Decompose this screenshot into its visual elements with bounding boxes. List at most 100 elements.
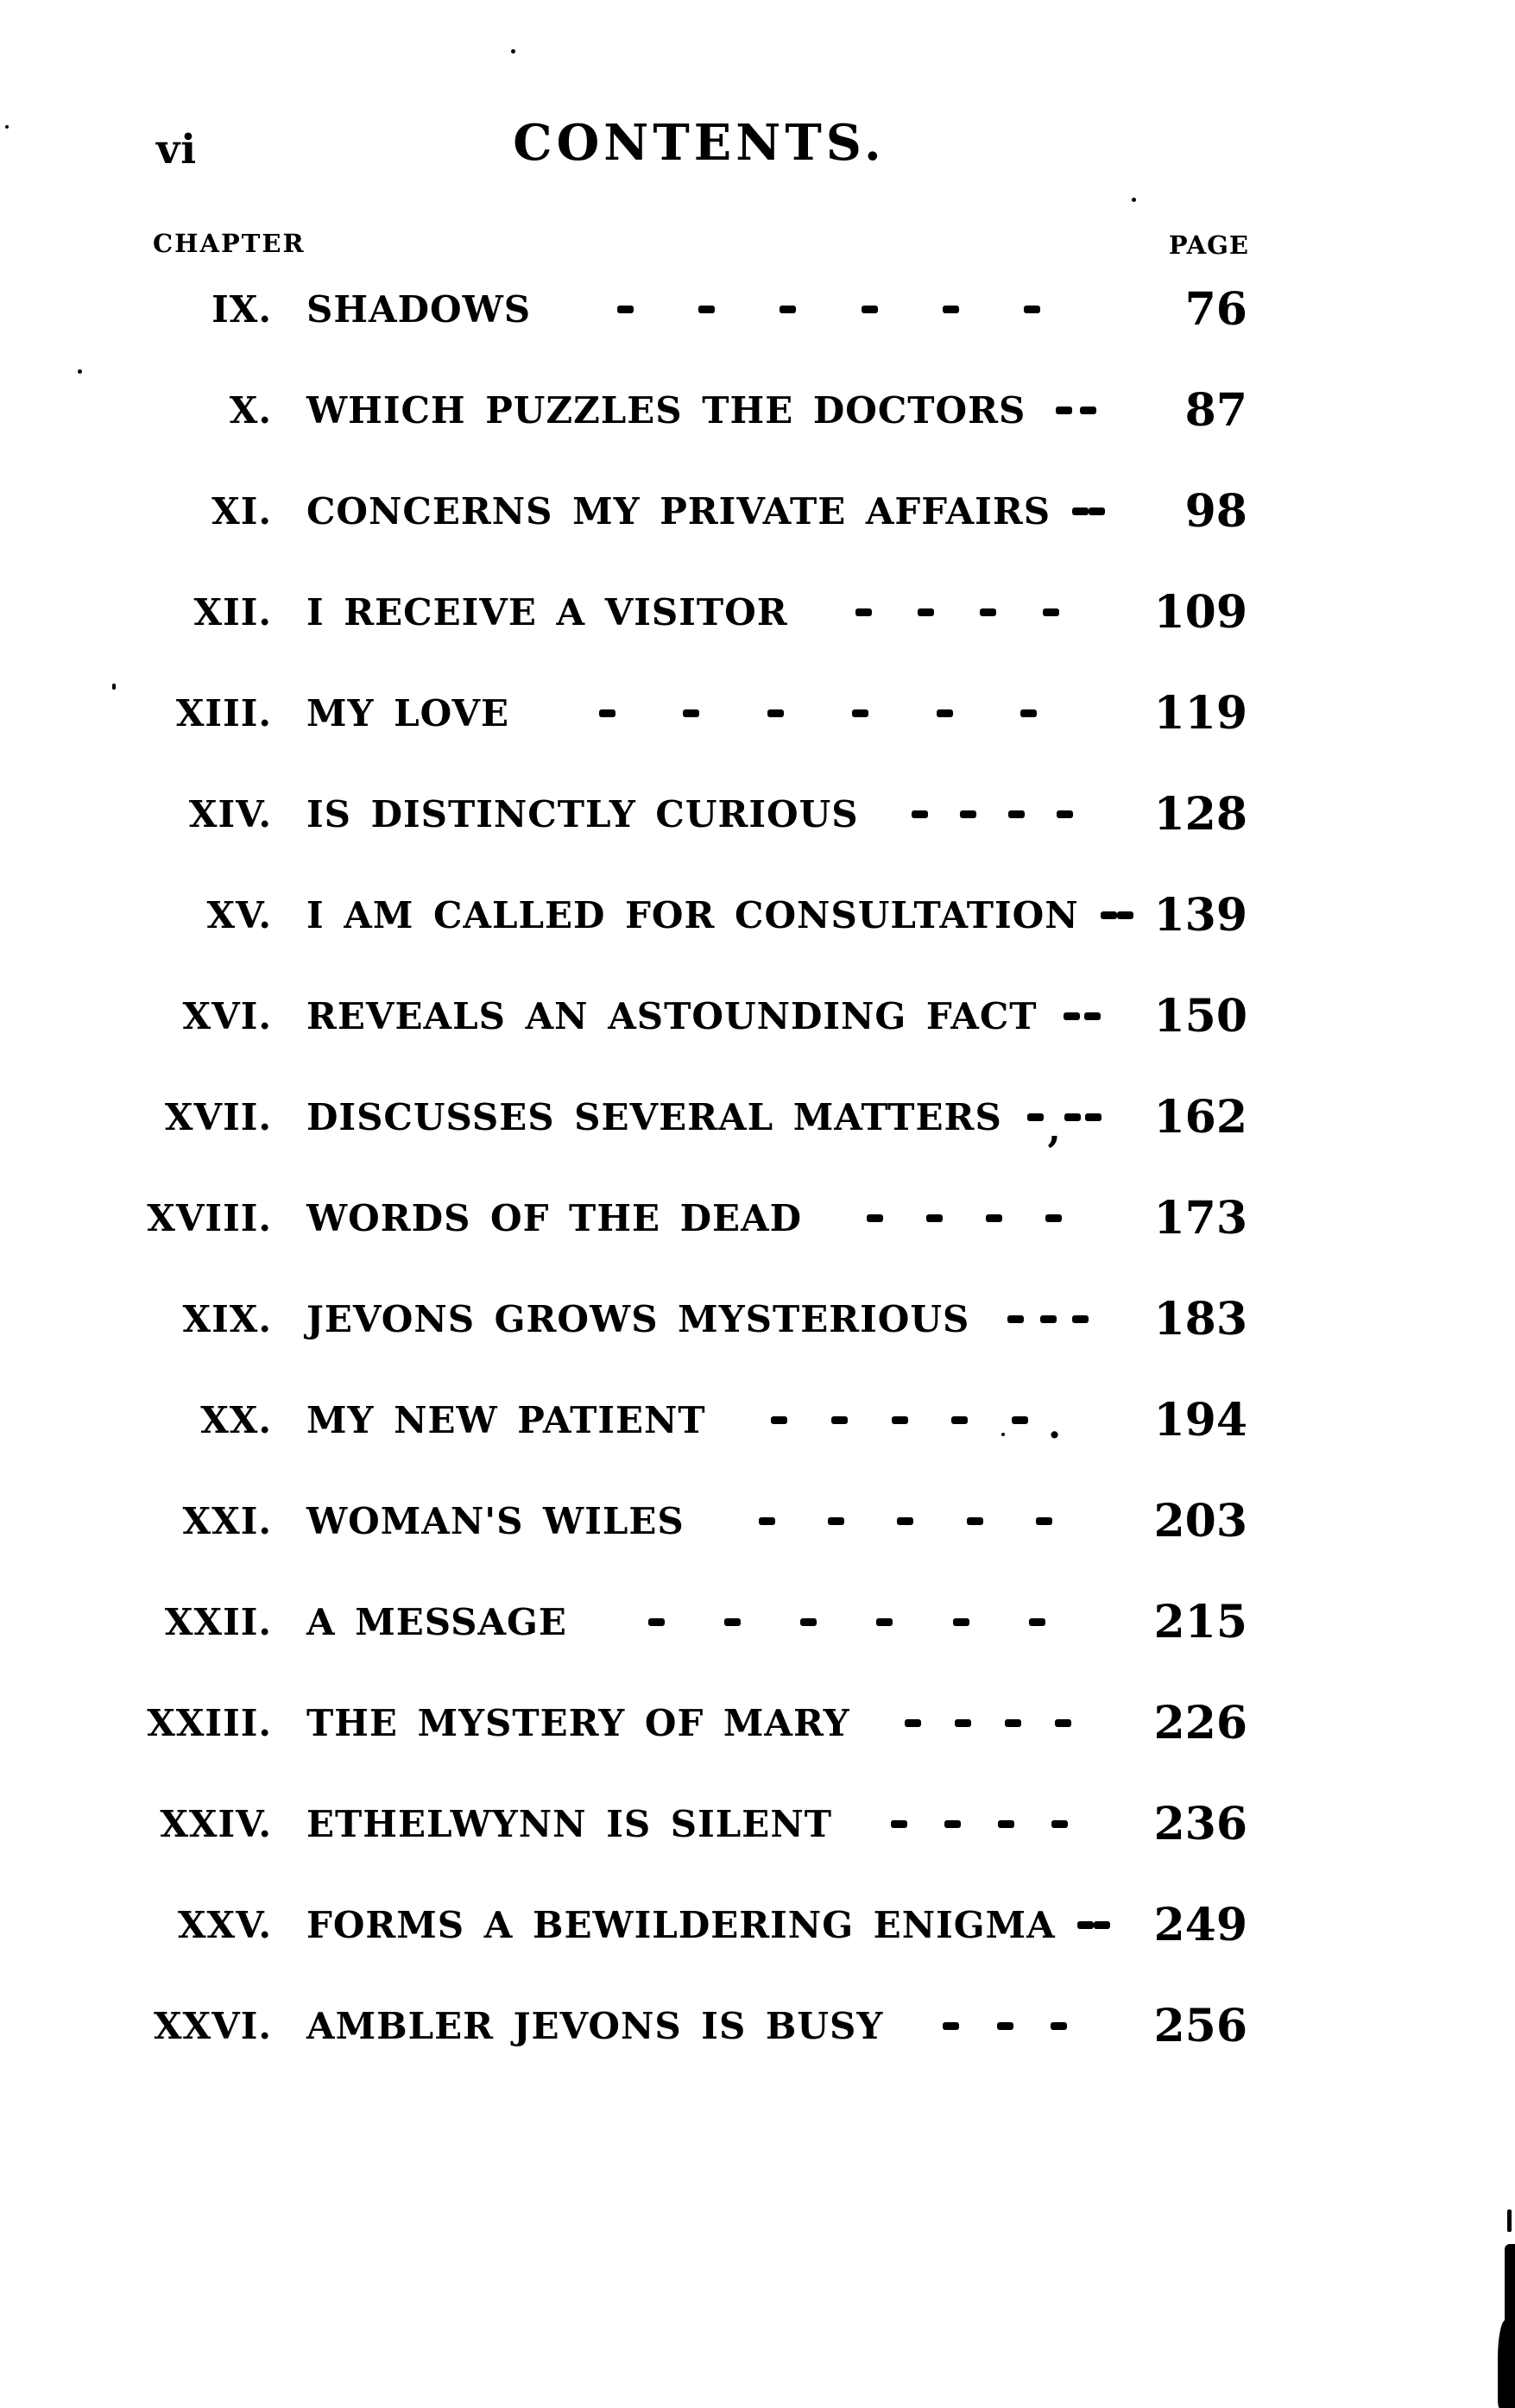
dot-leader — [872, 1719, 1105, 1727]
leader-dash — [1055, 407, 1072, 414]
page-number: 183 — [1153, 1293, 1247, 1346]
page-number: 128 — [1153, 788, 1247, 841]
leader-dash — [861, 306, 878, 313]
leader-dash — [1089, 507, 1106, 515]
leader-dash — [758, 1517, 775, 1525]
leader-dash — [996, 2022, 1013, 2030]
page-number: 150 — [1153, 990, 1247, 1043]
toc-entry: XVII. DISCUSSES SEVERAL MATTERS , 162 — [121, 1067, 1247, 1168]
leader-dash — [683, 709, 700, 717]
leader-dash — [598, 709, 615, 717]
chapter-title: IS DISTINCTLY CURIOUS — [306, 793, 859, 835]
chapter-numeral: XV. — [206, 894, 272, 936]
page-number: 256 — [1153, 2000, 1247, 2052]
dot-leader — [810, 608, 1105, 616]
page-number: 194 — [1153, 1394, 1247, 1447]
leader-dash — [1084, 1113, 1102, 1121]
chapter-title: WHICH PUZZLES THE DOCTORS — [306, 389, 1026, 432]
leader-dash — [1051, 1820, 1068, 1828]
chapter-title: ETHELWYNN IS SILENT — [306, 1803, 832, 1845]
chapter-title: MY LOVE — [306, 692, 510, 734]
leader-dash — [1064, 1113, 1082, 1121]
toc-entry: XXV. FORMS A BEWILDERING ENIGMA 249 — [121, 1875, 1247, 1976]
chapter-numeral: XXVI. — [153, 2005, 272, 2047]
leader-dash — [912, 810, 929, 818]
chapter-numeral: XXV. — [177, 1904, 272, 1946]
toc-entry: XIX. JEVONS GROWS MYSTERIOUS 183 — [121, 1269, 1247, 1370]
dot-leader — [589, 1618, 1105, 1626]
toc-list: IX. SHADOWS 76 X. WHICH PUZZLES THE DOCT… — [121, 259, 1247, 2077]
leader-dash — [1072, 1315, 1089, 1323]
leader-dash — [1093, 1921, 1110, 1929]
leader-dash — [936, 709, 953, 717]
leader-dash — [780, 306, 797, 313]
dot-leader — [1100, 911, 1133, 919]
scan-ink-blob — [1498, 2320, 1515, 2408]
leader-dash — [1116, 911, 1133, 919]
leader-dash — [986, 1214, 1003, 1222]
leader-dash — [918, 608, 935, 616]
dot-leader — [905, 2022, 1105, 2030]
chapter-numeral: XXII. — [164, 1601, 272, 1643]
scan-speck — [78, 369, 82, 374]
leader-dash — [1023, 306, 1040, 313]
page-column-label: PAGE — [1168, 230, 1249, 260]
toc-entry: X. WHICH PUZZLES THE DOCTORS 87 — [121, 360, 1247, 461]
page-number: 226 — [1153, 1697, 1247, 1749]
leader-dash — [876, 1618, 893, 1626]
leader-dash — [1005, 1719, 1022, 1727]
chapter-column-label: CHAPTER — [153, 229, 306, 258]
leader-dash — [942, 306, 959, 313]
page-number: 203 — [1153, 1495, 1247, 1548]
scan-speck — [112, 684, 116, 690]
leader-dash — [771, 1416, 788, 1424]
leader-dash — [891, 1416, 908, 1424]
leader-dash — [648, 1618, 666, 1626]
chapter-numeral: XII. — [193, 591, 272, 634]
page-number: 139 — [1153, 889, 1247, 942]
leader-dash — [724, 1618, 742, 1626]
dot-leader: . — [728, 1406, 1105, 1444]
chapter-numeral: X. — [229, 389, 272, 432]
leader-dash — [952, 1618, 969, 1626]
leader-dash — [1035, 1517, 1052, 1525]
leader-dash — [1042, 608, 1059, 616]
chapter-numeral: XVII. — [164, 1096, 272, 1138]
leader-dash — [851, 709, 868, 717]
leader-dash — [617, 306, 634, 313]
dot-leader — [991, 1315, 1105, 1323]
page-number: 236 — [1153, 1798, 1247, 1850]
toc-entry: XV. I AM CALLED FOR CONSULTATION 139 — [121, 865, 1247, 966]
toc-entry: XXVI. AMBLER JEVONS IS BUSY 256 — [121, 1976, 1247, 2077]
page-number: 162 — [1153, 1091, 1247, 1144]
dot-leader — [1047, 407, 1105, 414]
leader-dash — [1083, 1012, 1101, 1020]
leader-dash — [831, 1416, 849, 1424]
page-number: 249 — [1153, 1899, 1247, 1951]
toc-entry: XIV. IS DISTINCTLY CURIOUS 128 — [121, 764, 1247, 865]
chapter-numeral: XXIV. — [160, 1803, 272, 1845]
dot-leader — [854, 1820, 1105, 1828]
folio-page-number: vi — [156, 126, 198, 173]
chapter-numeral: XIII. — [175, 692, 272, 734]
leader-dash — [1020, 709, 1038, 717]
toc-entry: IX. SHADOWS 76 — [121, 259, 1247, 360]
scan-speck — [1001, 1433, 1005, 1436]
scan-speck — [511, 49, 515, 54]
toc-entry: XXIV. ETHELWYNN IS SILENT 236 — [121, 1774, 1247, 1875]
scan-speck — [1132, 198, 1136, 202]
leader-dash — [926, 1214, 944, 1222]
page-number: 109 — [1153, 586, 1247, 639]
dot-leader — [531, 709, 1105, 717]
scan-speck — [5, 125, 9, 129]
chapter-title: I RECEIVE A VISITOR — [306, 591, 788, 634]
leader-dash — [966, 1517, 983, 1525]
leader-dash — [1027, 1113, 1045, 1121]
chapter-numeral: XXI. — [182, 1500, 272, 1542]
leader-dash — [1076, 1921, 1094, 1929]
toc-entry: XVIII. WORDS OF THE DEAD 173 — [121, 1168, 1247, 1269]
toc-entry: XXII. A MESSAGE 215 — [121, 1572, 1247, 1673]
chapter-numeral: XIX. — [182, 1298, 272, 1340]
leader-dash — [951, 1416, 969, 1424]
